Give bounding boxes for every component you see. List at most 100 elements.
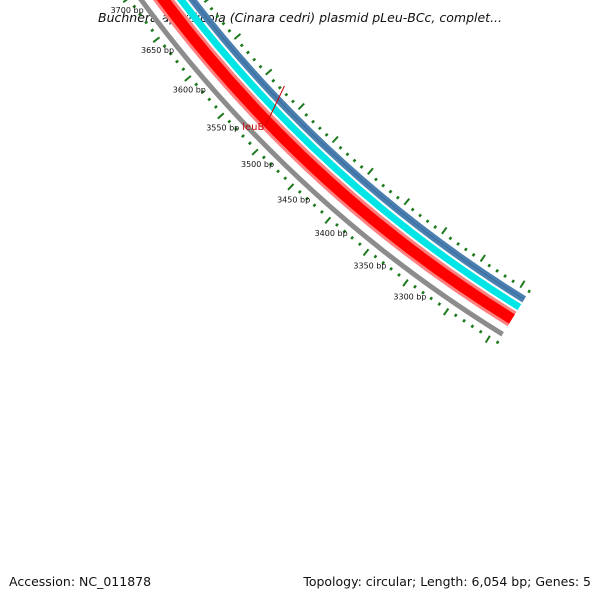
minor-tick-inner: [471, 252, 476, 257]
major-tick-inner: [297, 102, 305, 111]
minor-tick-inner: [388, 189, 393, 194]
minor-tick-outer: [132, 4, 137, 9]
minor-tick-outer: [234, 126, 239, 131]
minor-tick-inner: [291, 99, 295, 104]
minor-tick-outer: [261, 155, 266, 160]
minor-tick-outer: [397, 272, 401, 277]
minor-tick-outer: [276, 169, 280, 174]
minor-tick-outer: [478, 329, 483, 334]
minor-tick-inner: [433, 225, 438, 229]
minor-tick-outer: [150, 28, 155, 33]
minor-tick-outer: [389, 266, 393, 271]
major-tick-inner: [479, 254, 486, 263]
minor-tick-outer: [247, 141, 252, 146]
bp-tick-label: 3450 bp: [277, 195, 310, 204]
minor-tick-inner: [304, 113, 309, 117]
minor-tick-inner: [252, 57, 257, 62]
major-tick-outer: [324, 216, 332, 225]
gene-leuB: [156, 0, 515, 324]
minor-tick-outer: [429, 296, 434, 301]
bp-tick-label: 3650 bp: [141, 46, 174, 55]
minor-tick-inner: [381, 183, 386, 188]
major-tick-outer: [152, 36, 161, 43]
minor-tick-outer: [283, 176, 288, 181]
minor-tick-outer: [297, 189, 302, 194]
minor-tick-outer: [437, 302, 442, 307]
accession-label: Accession: NC_011878: [9, 574, 151, 589]
cds-ring: [176, 0, 522, 311]
major-tick-outer: [251, 148, 259, 156]
minor-tick-outer: [181, 67, 186, 72]
minor-tick-outer: [357, 242, 362, 247]
minor-tick-outer: [168, 51, 173, 56]
minor-tick-outer: [213, 104, 218, 109]
major-tick-outer: [184, 75, 192, 82]
minor-tick-outer: [162, 44, 167, 48]
minor-tick-inner: [448, 236, 453, 241]
minor-tick-outer: [373, 254, 378, 259]
minor-tick-outer: [335, 223, 339, 227]
minor-tick-outer: [413, 284, 417, 289]
ring-gap-outer: [144, 0, 506, 333]
minor-tick-outer: [207, 97, 212, 102]
major-tick-outer: [362, 248, 370, 257]
topology-summary: Topology: circular; Length: 6,054 bp; Ge…: [302, 574, 591, 589]
backbone-ring: [138, 0, 504, 337]
minor-tick-outer: [200, 90, 205, 94]
minor-tick-outer: [144, 20, 149, 25]
minor-tick-outer: [462, 318, 466, 323]
minor-tick-inner: [352, 158, 357, 163]
gene-leader-line: [264, 85, 285, 127]
map-rings: [138, 0, 527, 337]
bp-tick-label: 3700 bp: [111, 6, 144, 15]
minor-tick-outer: [241, 134, 245, 139]
minor-tick-inner: [395, 195, 400, 200]
minor-tick-outer: [175, 59, 179, 64]
minor-tick-inner: [271, 78, 276, 83]
minor-tick-inner: [317, 126, 322, 131]
bp-ruler: [122, 0, 531, 345]
minor-tick-outer: [319, 209, 324, 214]
bp-tick-label: 3600 bp: [173, 85, 206, 94]
minor-tick-outer: [342, 229, 347, 234]
major-tick-inner: [519, 280, 526, 289]
major-tick-inner: [441, 226, 448, 235]
minor-tick-inner: [495, 268, 500, 273]
gene-label-leuB: leuB: [242, 122, 264, 133]
major-tick-outer: [287, 183, 295, 191]
minor-tick-inner: [284, 92, 289, 97]
minor-tick-outer: [470, 324, 475, 329]
major-tick-inner: [233, 33, 242, 40]
major-tick-inner: [403, 197, 411, 206]
minor-tick-inner: [511, 279, 515, 284]
minor-tick-inner: [503, 274, 507, 278]
outer-ring-edge: [192, 0, 525, 300]
major-tick-inner: [331, 135, 339, 144]
minor-tick-inner: [345, 152, 350, 157]
minor-tick-outer: [381, 260, 386, 265]
major-tick-outer: [122, 0, 128, 4]
minor-tick-inner: [227, 28, 232, 33]
major-tick-inner: [367, 167, 374, 175]
minor-tick-outer: [268, 162, 273, 167]
minor-tick-outer: [421, 290, 425, 295]
minor-tick-outer: [312, 203, 317, 208]
minor-tick-outer: [350, 235, 355, 240]
minor-tick-outer: [453, 313, 458, 318]
major-tick-outer: [484, 335, 491, 344]
bp-tick-label: 3300 bp: [393, 293, 426, 302]
major-tick-outer: [442, 307, 450, 316]
minor-tick-inner: [527, 289, 531, 294]
major-tick-outer: [217, 112, 225, 120]
bp-tick-label: 3500 bp: [241, 160, 274, 169]
minor-tick-inner: [209, 6, 214, 11]
minor-tick-inner: [338, 145, 343, 150]
minor-tick-inner: [418, 213, 422, 218]
minor-tick-inner: [277, 85, 282, 90]
bp-tick-label: 3550 bp: [206, 123, 239, 132]
minor-tick-inner: [410, 207, 415, 212]
minor-tick-outer: [138, 12, 143, 17]
minor-tick-outer: [194, 82, 199, 87]
